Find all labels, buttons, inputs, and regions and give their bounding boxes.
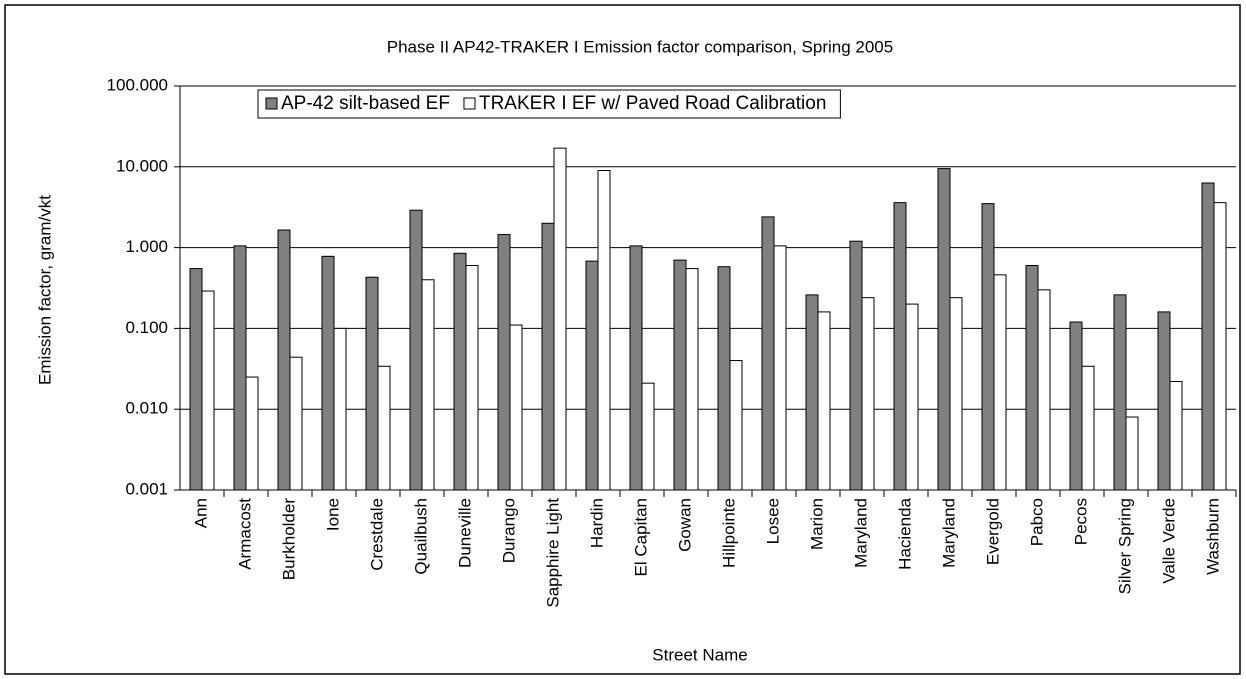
x-tick-label: Maryland bbox=[851, 498, 870, 568]
bar bbox=[905, 303, 919, 491]
bar bbox=[321, 255, 335, 491]
bar bbox=[233, 245, 247, 491]
bar bbox=[333, 327, 347, 491]
bar bbox=[453, 252, 467, 491]
bar bbox=[1201, 182, 1215, 491]
bar bbox=[1025, 265, 1039, 491]
bar bbox=[861, 297, 875, 491]
bar bbox=[1081, 365, 1095, 491]
bar bbox=[773, 245, 787, 491]
y-tick-label: 0.010 bbox=[125, 399, 168, 418]
x-tick-label: Hardin bbox=[587, 498, 606, 548]
x-tick-label: Crestdale bbox=[367, 498, 386, 571]
x-tick-label: Gowan bbox=[675, 498, 694, 552]
legend-swatch bbox=[463, 97, 476, 110]
bar bbox=[893, 202, 907, 491]
x-tick-label: Quailbush bbox=[411, 498, 430, 575]
y-tick-label: 1.000 bbox=[125, 237, 168, 256]
bar bbox=[817, 311, 831, 491]
bar bbox=[761, 216, 775, 491]
x-axis-title: Street Name bbox=[652, 645, 747, 664]
bar bbox=[673, 259, 687, 491]
bar bbox=[1069, 321, 1083, 491]
x-tick-label: Ann bbox=[191, 498, 210, 528]
bar bbox=[949, 297, 963, 491]
y-tick-label: 0.100 bbox=[125, 318, 168, 337]
x-tick-label: Valle Verde bbox=[1159, 498, 1178, 584]
bar bbox=[805, 294, 819, 491]
x-tick-label: Pabco bbox=[1027, 498, 1046, 546]
bar bbox=[685, 268, 699, 491]
bar bbox=[717, 266, 731, 491]
x-tick-label: Hillpointe bbox=[719, 498, 738, 568]
bar bbox=[1037, 289, 1051, 491]
x-tick-label: Hacienda bbox=[895, 497, 914, 569]
bar bbox=[937, 168, 951, 491]
x-tick-label: Ione bbox=[323, 498, 342, 531]
bar bbox=[1213, 202, 1227, 491]
bar bbox=[849, 240, 863, 491]
bar bbox=[201, 290, 215, 491]
bar bbox=[409, 209, 423, 491]
bar bbox=[553, 147, 567, 491]
bar bbox=[277, 229, 291, 491]
bar bbox=[597, 169, 611, 491]
x-tick-label: El Capitan bbox=[631, 498, 650, 576]
y-tick-label: 10.000 bbox=[116, 156, 168, 175]
bar bbox=[497, 234, 511, 491]
y-tick-label: 100.000 bbox=[107, 75, 168, 94]
bar bbox=[629, 245, 643, 491]
bar bbox=[993, 274, 1007, 491]
bar bbox=[541, 222, 555, 491]
bar bbox=[365, 276, 379, 491]
bar bbox=[421, 279, 435, 491]
x-tick-label: Burkholder bbox=[279, 498, 298, 581]
bar bbox=[981, 203, 995, 491]
x-tick-label: Losee bbox=[763, 498, 782, 544]
x-tick-label: Duneville bbox=[455, 498, 474, 568]
y-tick-label: 0.001 bbox=[125, 479, 168, 498]
x-tick-label: Armacost bbox=[235, 498, 254, 570]
bar bbox=[289, 356, 303, 491]
bar bbox=[1169, 381, 1183, 491]
bar bbox=[377, 365, 391, 491]
bar bbox=[465, 265, 479, 491]
legend-label: TRAKER I EF w/ Paved Road Calibration bbox=[479, 93, 826, 114]
bar bbox=[1125, 416, 1139, 491]
x-tick-label: Evergold bbox=[983, 498, 1002, 565]
bar bbox=[729, 360, 743, 491]
x-tick-label: Sapphire Light bbox=[543, 498, 562, 608]
bar bbox=[245, 376, 259, 491]
legend-label: AP-42 silt-based EF bbox=[281, 93, 450, 114]
bar bbox=[1157, 311, 1171, 491]
x-tick-label: Durango bbox=[499, 498, 518, 563]
legend-box bbox=[257, 89, 841, 119]
x-tick-label: Marion bbox=[807, 498, 826, 550]
bar bbox=[1113, 294, 1127, 491]
legend-swatch bbox=[265, 97, 278, 110]
x-tick-label: Silver Spring bbox=[1115, 498, 1134, 594]
x-tick-label: Washburn bbox=[1203, 498, 1222, 575]
y-axis-title: Emission factor, gram/vkt bbox=[35, 195, 54, 385]
chart-title: Phase II AP42-TRAKER I Emission factor c… bbox=[387, 37, 893, 56]
bar bbox=[585, 260, 599, 491]
legend: AP-42 silt-based EF TRAKER I EF w/ Paved … bbox=[257, 89, 841, 119]
bar bbox=[189, 268, 203, 491]
bar bbox=[641, 382, 655, 491]
x-tick-label: Pecos bbox=[1071, 498, 1090, 545]
bar bbox=[509, 324, 523, 491]
x-tick-label: Maryland bbox=[939, 498, 958, 568]
